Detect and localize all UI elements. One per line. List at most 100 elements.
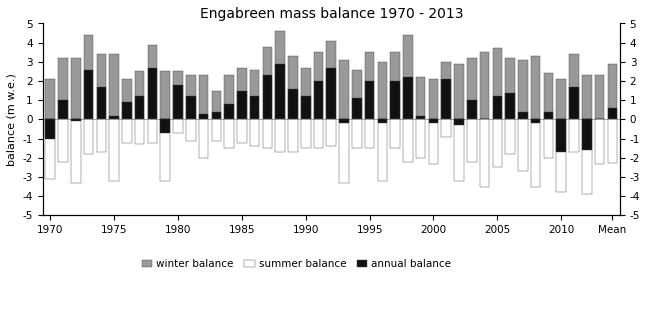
Bar xyxy=(429,120,438,164)
Bar xyxy=(122,120,132,142)
Bar xyxy=(45,120,55,139)
Bar xyxy=(71,58,81,120)
Bar xyxy=(314,52,324,120)
Bar xyxy=(378,120,387,181)
Bar xyxy=(531,56,540,120)
Bar xyxy=(531,120,540,123)
Bar xyxy=(288,120,298,152)
Bar xyxy=(390,81,400,120)
Bar xyxy=(301,120,311,148)
Bar xyxy=(454,64,464,120)
Bar xyxy=(135,71,144,120)
Bar xyxy=(569,87,579,120)
Bar xyxy=(403,120,413,162)
Bar xyxy=(416,116,426,120)
Bar xyxy=(569,54,579,120)
Bar xyxy=(71,120,81,121)
Bar xyxy=(352,120,362,148)
Bar xyxy=(390,52,400,120)
Bar xyxy=(96,120,106,152)
Bar xyxy=(276,64,285,120)
Bar xyxy=(480,120,489,187)
Bar xyxy=(84,69,93,120)
Bar xyxy=(96,54,106,120)
Title: Engabreen mass balance 1970 - 2013: Engabreen mass balance 1970 - 2013 xyxy=(199,7,463,21)
Bar xyxy=(441,120,451,137)
Bar xyxy=(173,120,183,133)
Bar xyxy=(186,97,195,120)
Bar xyxy=(569,120,579,152)
Bar xyxy=(378,120,387,123)
Bar xyxy=(186,75,195,120)
Bar xyxy=(314,81,324,120)
Bar xyxy=(109,120,119,181)
Bar xyxy=(582,120,591,150)
Bar xyxy=(556,120,566,193)
Bar xyxy=(160,120,170,133)
Bar xyxy=(365,120,375,148)
Bar xyxy=(45,120,55,179)
Bar xyxy=(582,75,591,120)
Bar xyxy=(225,120,234,148)
Bar xyxy=(582,120,591,194)
Bar xyxy=(595,75,604,120)
Bar xyxy=(429,79,438,120)
Bar xyxy=(314,120,324,148)
Bar xyxy=(250,97,259,120)
Bar xyxy=(441,79,451,120)
Bar xyxy=(212,120,221,141)
Bar xyxy=(416,120,426,158)
Bar xyxy=(492,120,502,167)
Bar xyxy=(58,120,68,162)
Bar xyxy=(327,41,336,120)
Bar xyxy=(237,91,247,120)
Bar xyxy=(173,71,183,120)
Bar xyxy=(543,112,553,120)
Bar xyxy=(454,120,464,125)
Bar xyxy=(288,89,298,120)
Bar xyxy=(122,102,132,120)
Bar xyxy=(416,77,426,120)
Bar xyxy=(148,45,157,120)
Bar xyxy=(608,108,617,120)
Bar xyxy=(454,120,464,181)
Bar xyxy=(556,79,566,120)
Bar xyxy=(237,68,247,120)
Bar xyxy=(467,58,477,120)
Bar xyxy=(237,120,247,142)
Bar xyxy=(608,64,617,120)
Bar xyxy=(467,100,477,120)
Bar xyxy=(148,120,157,142)
Bar xyxy=(608,120,617,163)
Bar xyxy=(595,120,604,164)
Bar xyxy=(135,97,144,120)
Bar xyxy=(378,62,387,120)
Bar xyxy=(518,112,528,120)
Bar xyxy=(531,120,540,187)
Bar xyxy=(84,35,93,120)
Bar xyxy=(186,120,195,141)
Bar xyxy=(199,114,208,120)
Bar xyxy=(505,58,515,120)
Bar xyxy=(288,56,298,120)
Bar xyxy=(263,75,272,120)
Bar xyxy=(518,60,528,120)
Legend: winter balance, summer balance, annual balance: winter balance, summer balance, annual b… xyxy=(138,255,455,274)
Bar xyxy=(480,52,489,120)
Bar xyxy=(301,97,311,120)
Bar xyxy=(518,120,528,171)
Bar xyxy=(301,68,311,120)
Bar xyxy=(84,120,93,154)
Bar xyxy=(148,68,157,120)
Bar xyxy=(96,87,106,120)
Bar xyxy=(122,79,132,120)
Bar xyxy=(58,58,68,120)
Bar xyxy=(263,120,272,148)
Bar xyxy=(109,54,119,120)
Bar xyxy=(365,52,375,120)
Bar xyxy=(250,69,259,120)
Bar xyxy=(543,120,553,158)
Bar xyxy=(543,73,553,120)
Bar xyxy=(492,48,502,120)
Bar xyxy=(352,99,362,120)
